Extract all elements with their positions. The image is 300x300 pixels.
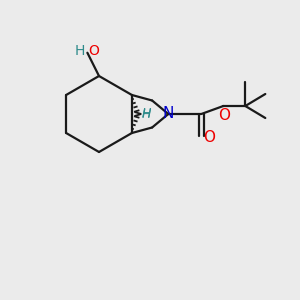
Text: H: H: [75, 44, 86, 58]
Text: O: O: [218, 109, 230, 124]
Text: O: O: [88, 44, 99, 58]
Text: O: O: [203, 130, 215, 145]
Text: H: H: [141, 109, 151, 122]
Text: N: N: [163, 106, 174, 121]
Text: H: H: [141, 106, 151, 119]
